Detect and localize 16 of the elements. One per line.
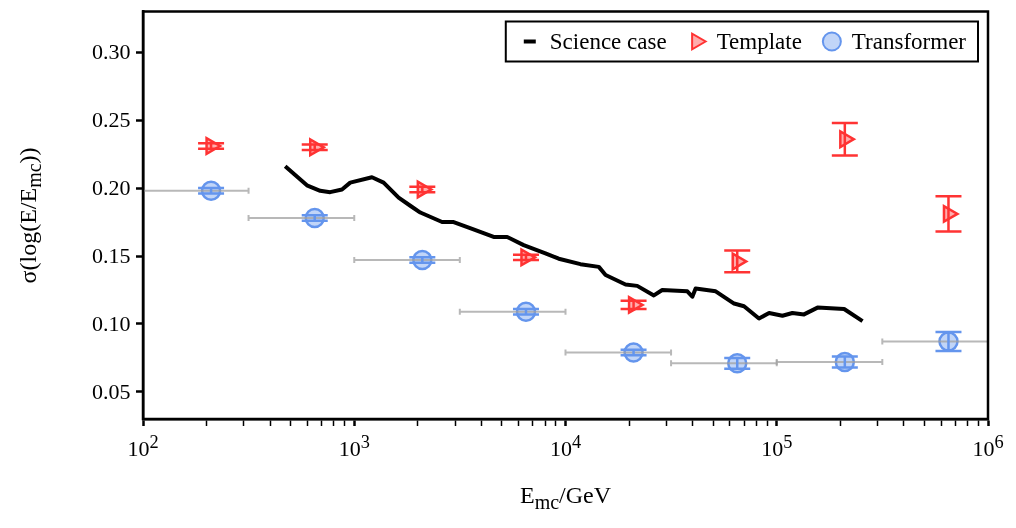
y-tick-label: 0.20 [92, 175, 131, 201]
x-tick-label: 10$^{6}$ [972, 432, 1004, 462]
x-axis-title: E$_{mc}$/GeV [520, 482, 612, 513]
legend-label: Science case [549, 28, 667, 54]
y-tick-label: 0.15 [92, 243, 131, 268]
x-tick-label: 10$^{4}$ [550, 432, 582, 462]
legend-label: Transformer [851, 28, 967, 54]
y-tick-label: 0.10 [92, 310, 131, 336]
point [731, 252, 748, 271]
x-tick-label: 10$^{5}$ [761, 432, 793, 462]
y-tick-label: 0.25 [92, 107, 131, 133]
legend-label: Template [716, 28, 802, 54]
y-tick-label: 0.30 [92, 39, 131, 65]
x-tick-label: 10$^{3}$ [338, 432, 370, 462]
y-tick-label: 0.05 [92, 378, 131, 404]
x-tick-label: 10$^{2}$ [127, 432, 159, 462]
